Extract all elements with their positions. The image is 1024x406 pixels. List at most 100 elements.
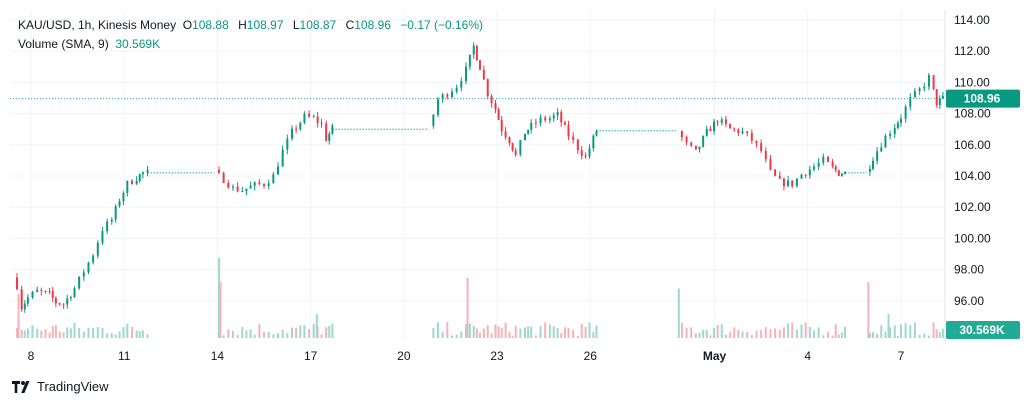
open-value: 108.88 (192, 18, 229, 32)
candle-body-40 (249, 185, 252, 189)
volume-bar-125 (778, 329, 781, 338)
candle-body-78 (504, 131, 507, 138)
volume-bar-60 (432, 327, 435, 338)
volume-bar-58 (328, 325, 331, 338)
volume-bar-110 (713, 328, 716, 338)
candle-body-48 (286, 138, 289, 150)
candle-body-105 (694, 145, 697, 150)
candle-body-120 (755, 140, 758, 144)
x-tick-label-2: 14 (211, 349, 225, 363)
candle-body-132 (808, 169, 811, 176)
y-tick-label-5: 104.00 (954, 169, 991, 183)
candle-body-106 (698, 146, 701, 150)
x-tick-label-0: 8 (28, 349, 35, 363)
candle-body-5 (36, 289, 39, 293)
volume-bar-46 (277, 333, 280, 338)
volume-bar-100 (592, 331, 595, 338)
candle-body-59 (331, 125, 334, 134)
volume-bar-43 (263, 332, 266, 338)
volume-bar-105 (694, 333, 697, 338)
candle-body-26 (122, 192, 125, 202)
volume-bar-52 (303, 325, 306, 338)
candle-body-117 (741, 131, 744, 134)
candle-body-28 (130, 180, 133, 184)
volume-bar-80 (511, 335, 514, 338)
volume-bar-120 (755, 330, 758, 338)
candle-body-85 (530, 122, 533, 130)
axis-badges: 108.96 30.569K (946, 89, 1020, 339)
y-tick-label-7: 100.00 (954, 231, 991, 245)
candle-body-91 (556, 112, 559, 116)
x-tick-label-3: 17 (304, 349, 318, 363)
candle-body-96 (576, 139, 579, 151)
volume-bar-157 (932, 322, 935, 338)
candle-body-61 (437, 99, 440, 115)
volume-bar-38 (241, 327, 244, 338)
volume-bar-108 (705, 329, 708, 338)
candle-body-38 (241, 191, 244, 193)
volume-bar-88 (544, 322, 547, 338)
candle-body-45 (272, 174, 275, 184)
volume-bar-35 (227, 329, 230, 338)
volume-bar-64 (450, 335, 453, 338)
candle-body-113 (724, 119, 727, 124)
candle-body-54 (312, 116, 315, 118)
brand-name: TradingView (37, 379, 109, 394)
volume-bar-53 (308, 329, 311, 338)
volume-bar-95 (572, 329, 575, 338)
volume-label[interactable]: Volume (SMA, 9) (18, 37, 109, 51)
volume-bar-41 (253, 334, 256, 338)
candle-body-81 (514, 150, 517, 155)
candle-body-144 (876, 151, 879, 161)
candle-body-56 (320, 122, 323, 124)
tradingview-brand[interactable]: TradingView (12, 379, 109, 394)
candle-body-121 (760, 143, 763, 152)
volume-bar-63 (446, 322, 449, 338)
volume-bar-54 (312, 323, 315, 338)
symbol-label[interactable]: KAU/USD, 1h, Kinesis Money (18, 18, 177, 32)
candle-body-24 (114, 206, 117, 220)
candle-body-29 (135, 180, 138, 184)
candle-body-21 (101, 231, 104, 243)
candle-body-65 (455, 87, 458, 92)
candle-body-123 (769, 159, 772, 170)
volume-bar-134 (817, 327, 820, 338)
candle-body-146 (884, 135, 887, 148)
candle-body-129 (795, 178, 798, 187)
volume-bar-90 (552, 326, 555, 338)
volume-bar-76 (497, 326, 500, 338)
price-axis[interactable]: 114.00 112.00 110.00 108.00 106.00 104.00 102.… (954, 13, 991, 308)
volume-bar-29 (135, 330, 138, 338)
volume-bar-98 (584, 326, 587, 338)
candle-body-68 (468, 54, 471, 67)
candle-body-79 (508, 137, 511, 144)
candle-body-7 (44, 291, 47, 293)
candle-body-71 (478, 60, 481, 70)
volume-bar-122 (764, 327, 767, 338)
candle-body-60 (432, 114, 435, 126)
volume-bar-83 (524, 327, 527, 338)
candle-body-42 (258, 182, 261, 185)
candle-body-111 (716, 121, 719, 123)
volume-bar-114 (729, 331, 732, 338)
candle-body-37 (236, 186, 239, 192)
candle-body-157 (932, 75, 935, 90)
volume-bar-5 (36, 328, 39, 338)
time-axis[interactable]: 8 11 14 17 20 23 26 May 4 7 (28, 349, 905, 363)
volume-bar-6 (40, 330, 43, 338)
volume-bar-3 (26, 328, 29, 338)
candle-body-102 (680, 131, 683, 138)
volume-bar-22 (106, 333, 109, 338)
candle-body-89 (548, 118, 551, 121)
candle-body-53 (308, 113, 311, 117)
candle-body-130 (800, 174, 803, 179)
candle-body-36 (231, 186, 234, 188)
candle-body-152 (909, 97, 912, 107)
volume-spike-7 (887, 314, 890, 338)
volume-bar-12 (62, 332, 65, 338)
volume-bar-143 (871, 332, 874, 338)
candle-body-99 (588, 148, 591, 157)
volume-bar-144 (876, 334, 879, 338)
candle-body-104 (690, 142, 693, 146)
